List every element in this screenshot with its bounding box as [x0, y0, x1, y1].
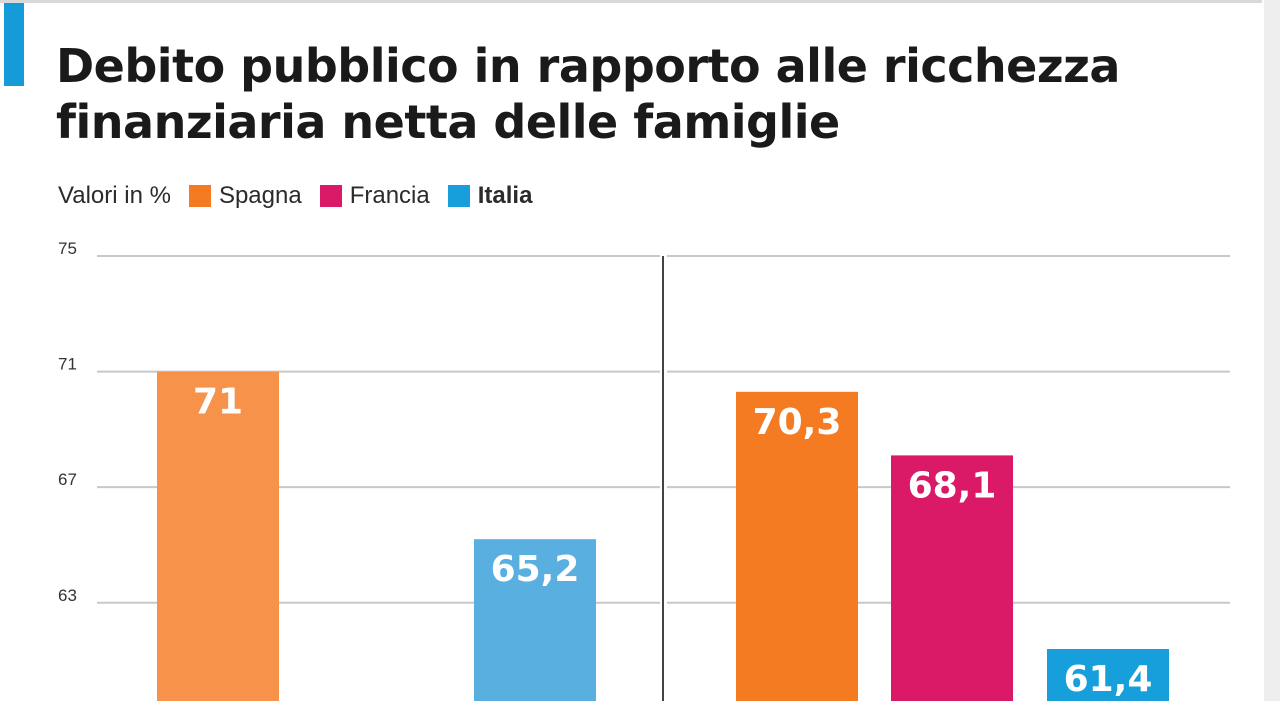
y-tick-label: 63	[58, 586, 77, 605]
legend-label-spagna: Spagna	[218, 182, 302, 209]
data-label: 65,2	[491, 549, 580, 590]
y-tick-label: 67	[58, 470, 77, 489]
data-labels: 71 65,2 70,3 68,1 61,4	[193, 382, 1152, 700]
bars	[157, 371, 1169, 701]
bar-italia	[474, 539, 596, 701]
accent-bar	[4, 3, 24, 86]
bar-spagna	[736, 391, 858, 701]
legend-swatch-francia	[319, 185, 342, 207]
legend-label-francia: Francia	[349, 182, 430, 209]
legend-item-spagna: Spagna	[188, 182, 302, 210]
data-label: 71	[193, 382, 243, 423]
data-label: 70,3	[753, 402, 842, 443]
legend-swatch-italia	[447, 185, 470, 207]
legend-swatch-spagna	[188, 185, 211, 207]
bar-francia	[891, 455, 1013, 701]
legend-label-italia: Italia	[477, 182, 533, 209]
data-label: 68,1	[908, 465, 997, 506]
bar-spagna	[157, 371, 279, 701]
legend-item-italia: Italia	[447, 182, 533, 210]
chart-title: Debito pubblico in rapporto alle ricchez…	[56, 39, 1120, 149]
legend-item-francia: Francia	[319, 182, 430, 210]
y-axis-ticks: 75 71 67 63	[58, 239, 77, 605]
unit-label: Valori in %	[58, 182, 171, 209]
y-tick-label: 71	[58, 355, 77, 374]
legend: Valori in % Spagna Francia Italia	[58, 181, 550, 211]
bar-chart: 75 71 67 63 71 65,2 70,3 68,1 61,4	[58, 239, 1230, 701]
top-rule	[0, 0, 1262, 3]
page-edge	[1264, 0, 1280, 701]
y-tick-label: 75	[58, 239, 77, 258]
bar-italia	[1047, 648, 1169, 701]
data-label: 61,4	[1064, 659, 1153, 700]
